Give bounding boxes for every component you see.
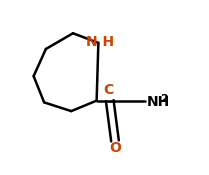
Text: NH: NH [147, 94, 170, 108]
Text: 2: 2 [161, 94, 168, 104]
Text: C: C [104, 83, 114, 97]
Text: O: O [109, 141, 121, 155]
Text: N H: N H [86, 35, 114, 49]
